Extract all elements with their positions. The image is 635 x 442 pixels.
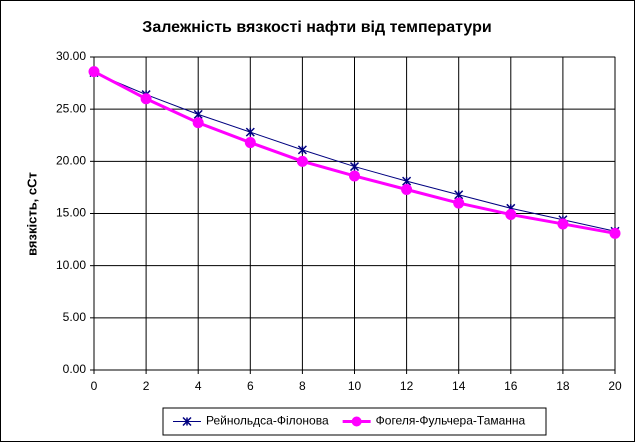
legend-label: Фогеля-Фульчера-Таманна bbox=[376, 414, 526, 428]
x-tick-label: 6 bbox=[247, 379, 254, 393]
data-point bbox=[244, 137, 256, 149]
data-point bbox=[88, 66, 100, 78]
data-point bbox=[193, 109, 203, 119]
y-tick-label: 25.00 bbox=[56, 101, 86, 115]
data-point bbox=[402, 176, 412, 186]
legend-label: Рейнольдса-Філонова bbox=[206, 414, 329, 428]
legend-marker bbox=[351, 416, 362, 427]
y-tick-label: 15.00 bbox=[56, 206, 86, 220]
data-point bbox=[296, 155, 308, 167]
data-point bbox=[401, 184, 413, 196]
y-axis-title: вязкість, сСт bbox=[24, 172, 39, 256]
data-point bbox=[453, 197, 465, 209]
x-tick-label: 20 bbox=[608, 379, 622, 393]
data-point bbox=[505, 209, 517, 221]
x-tick-label: 14 bbox=[452, 379, 466, 393]
data-point bbox=[609, 227, 621, 239]
data-point bbox=[454, 190, 464, 200]
data-point bbox=[140, 93, 152, 105]
x-tick-label: 16 bbox=[504, 379, 518, 393]
y-tick-label: 30.00 bbox=[56, 49, 86, 63]
x-tick-label: 0 bbox=[91, 379, 98, 393]
data-point bbox=[297, 145, 307, 155]
legend-marker bbox=[182, 416, 192, 427]
y-tick-label: 10.00 bbox=[56, 258, 86, 272]
y-tick-label: 5.00 bbox=[63, 310, 87, 324]
data-point bbox=[245, 127, 255, 137]
x-tick-label: 18 bbox=[556, 379, 570, 393]
data-point bbox=[557, 218, 569, 230]
chart-title: Залежність вязкості нафти від температур… bbox=[142, 19, 491, 36]
x-tick-label: 8 bbox=[299, 379, 306, 393]
x-tick-label: 2 bbox=[143, 379, 150, 393]
data-point bbox=[192, 117, 204, 129]
y-tick-label: 20.00 bbox=[56, 154, 86, 168]
x-tick-label: 10 bbox=[348, 379, 362, 393]
data-point bbox=[349, 162, 360, 172]
y-tick-label: 0.00 bbox=[63, 362, 87, 376]
x-tick-label: 12 bbox=[400, 379, 414, 393]
x-tick-label: 4 bbox=[195, 379, 202, 393]
data-point bbox=[349, 170, 360, 182]
